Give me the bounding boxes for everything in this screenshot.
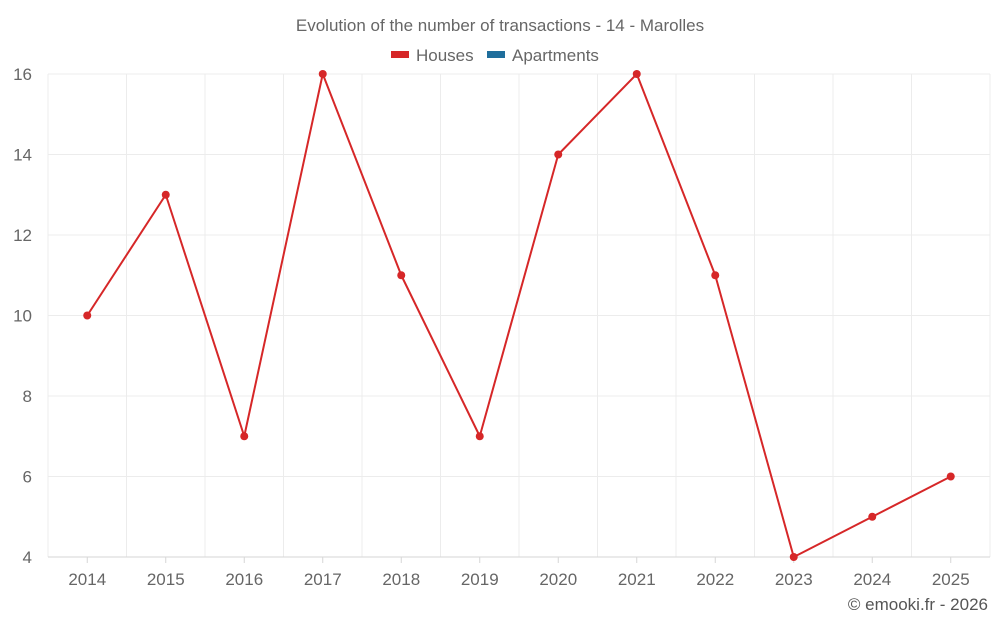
x-tick-label: 2014 (68, 570, 106, 589)
legend-item-houses[interactable]: Houses (391, 46, 474, 65)
legend[interactable]: Houses Apartments (391, 46, 599, 65)
series-houses (83, 70, 955, 561)
data-point-2020[interactable] (554, 150, 563, 159)
y-tick-label: 4 (23, 548, 32, 567)
x-tick-label: 2016 (225, 570, 263, 589)
y-tick-label: 12 (13, 226, 32, 245)
data-point-2016[interactable] (240, 432, 249, 441)
x-gridlines (47, 74, 991, 557)
x-tick-label: 2018 (382, 570, 420, 589)
x-tick-label: 2022 (696, 570, 734, 589)
data-point-2017[interactable] (318, 70, 327, 78)
x-tick-label: 2020 (539, 570, 577, 589)
chart-title: Evolution of the number of transactions … (296, 16, 704, 35)
x-tick-label: 2021 (618, 570, 656, 589)
x-tick-label: 2015 (147, 570, 185, 589)
series-line-houses (86, 73, 952, 558)
data-point-2025[interactable] (946, 472, 955, 481)
y-tick-label: 16 (13, 65, 32, 84)
data-point-2024[interactable] (868, 512, 877, 521)
x-tick-label: 2025 (932, 570, 970, 589)
data-point-2015[interactable] (161, 190, 170, 199)
y-tick-label: 10 (13, 307, 32, 326)
x-axis-ticks: 2014 2015 2016 2017 2018 2019 2020 2021 2022 2023… (68, 557, 970, 589)
y-tick-label: 8 (23, 387, 32, 406)
data-point-2023[interactable] (789, 553, 798, 561)
legend-label-houses: Houses (416, 46, 474, 65)
legend-swatch-apartments (487, 51, 505, 58)
legend-swatch-houses (391, 51, 409, 58)
x-tick-label: 2019 (461, 570, 499, 589)
x-tick-label: 2023 (775, 570, 813, 589)
y-tick-label: 6 (23, 468, 32, 487)
data-point-2014[interactable] (83, 311, 92, 320)
y-tick-label: 14 (13, 146, 32, 165)
legend-label-apartments: Apartments (512, 46, 599, 65)
y-axis-ticks: 4 6 8 10 12 14 16 (13, 65, 32, 567)
data-point-2018[interactable] (397, 271, 406, 280)
legend-item-apartments[interactable]: Apartments (487, 46, 599, 65)
data-point-2019[interactable] (475, 432, 484, 441)
data-point-2022[interactable] (711, 271, 720, 280)
data-point-2021[interactable] (632, 70, 641, 78)
credit-text: © emooki.fr - 2026 (848, 595, 988, 614)
x-tick-label: 2017 (304, 570, 342, 589)
x-tick-label: 2024 (853, 570, 891, 589)
